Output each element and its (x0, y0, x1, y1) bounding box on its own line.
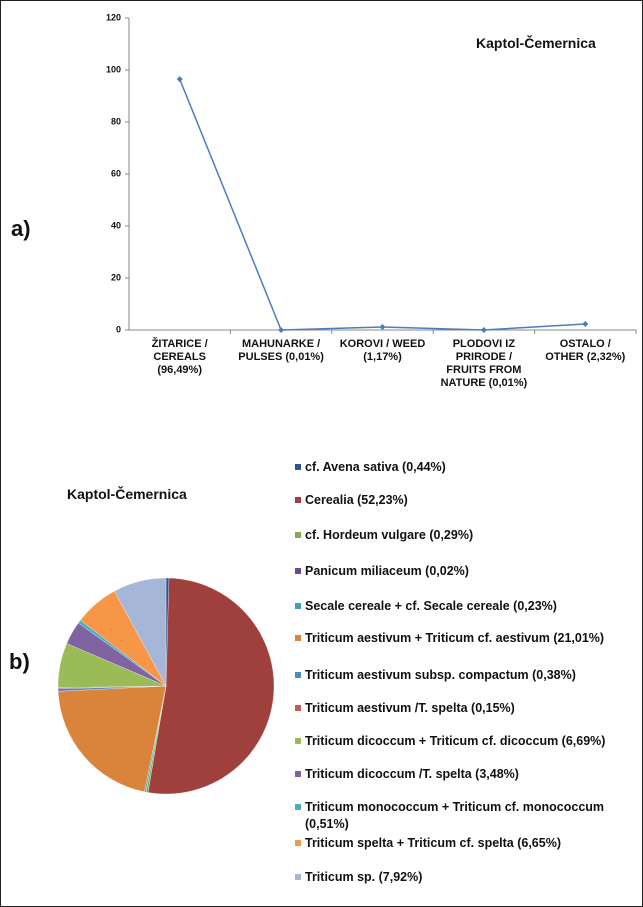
legend-swatch (295, 532, 301, 538)
legend-swatch (295, 738, 301, 744)
legend-swatch (295, 840, 301, 846)
y-tick-label: 20 (111, 272, 121, 282)
x-tick-label: KOROVI / WEED (1,17%) (339, 338, 426, 363)
y-tick-label: 40 (111, 220, 121, 230)
legend-label: Triticum dicoccum /T. spelta (3,48%) (305, 767, 519, 781)
data-line (179, 78, 586, 331)
legend-label: Triticum dicoccum + Triticum cf. dicoccu… (305, 734, 606, 748)
legend-swatch (295, 771, 301, 777)
panel-label: a) (11, 216, 31, 241)
legend-label: Triticum aestivum subsp. compactum (0,38… (305, 668, 576, 682)
data-point (176, 76, 183, 83)
legend-label: Cerealia (52,23%) (305, 493, 408, 507)
data-point (480, 326, 487, 333)
legend-swatch (295, 705, 301, 711)
x-tick-label: OSTALO / OTHER (2,32%) (545, 338, 626, 363)
legend-swatch (295, 672, 301, 678)
chart-title: Kaptol-Čemernica (476, 35, 596, 51)
chart-title: Kaptol-Čemernica (67, 486, 187, 502)
legend-swatch (295, 603, 301, 609)
legend-swatch (295, 635, 301, 641)
legend-swatch (295, 464, 301, 470)
pie-slice (57, 685, 167, 792)
y-tick-label: 0 (116, 324, 121, 334)
pie-slice (147, 577, 275, 795)
legend-label: Triticum aestivum + Triticum cf. aestivu… (305, 631, 605, 645)
y-tick-label: 120 (106, 12, 121, 22)
legend-label: Panicum miliaceum (0,02%) (305, 564, 469, 578)
x-tick-label: MAHUNARKE / PULSES (0,01%) (238, 338, 324, 363)
data-point (379, 323, 386, 330)
legend-label: cf. Avena sativa (0,44%) (305, 460, 446, 474)
x-tick-label: ŽITARICE / CEREALS (96,49%) (151, 338, 208, 376)
legend-label: Triticum spelta + Triticum cf. spelta (6… (305, 836, 561, 850)
legend-swatch (295, 497, 301, 503)
pie-slice (114, 577, 167, 687)
legend-label: Secale cereale + cf. Secale cereale (0,2… (305, 599, 557, 613)
legend-label: Triticum aestivum /T. spelta (0,15%) (305, 701, 515, 715)
data-point (278, 326, 285, 333)
legend-swatch (295, 874, 301, 880)
y-tick-label: 80 (111, 116, 121, 126)
legend-label: Triticum sp. (7,92%) (305, 870, 423, 884)
x-tick-label: PLODOVI IZ PRIRODE / FRUITS FROM NATURE … (440, 338, 528, 389)
legend-label: Triticum monococcum + Triticum cf. monoc… (305, 800, 605, 831)
legend-label: cf. Hordeum vulgare (0,29%) (305, 528, 474, 542)
legend-swatch (295, 568, 301, 574)
data-point (582, 320, 589, 327)
y-tick-label: 100 (106, 64, 121, 74)
legend-swatch (295, 804, 301, 810)
y-tick-label: 60 (111, 168, 121, 178)
panel-label: b) (9, 649, 30, 674)
